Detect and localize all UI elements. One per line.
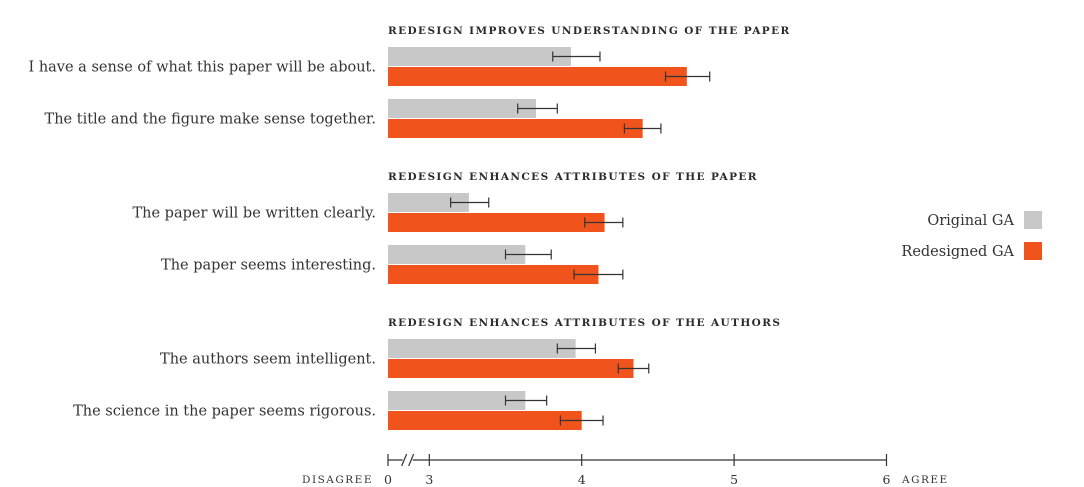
x-tick-label-4: 4 (578, 472, 586, 487)
category-label: The paper will be written clearly. (132, 206, 376, 222)
error-bar (517, 103, 558, 114)
error-bar (552, 51, 601, 62)
group-header-2: REDESIGN ENHANCES ATTRIBUTES OF THE PAPE… (388, 171, 758, 183)
legend-label-2: Redesigned GA (901, 244, 1014, 260)
axis-break-mark (401, 453, 415, 467)
bar-original (388, 99, 536, 118)
bars (388, 47, 687, 430)
bar-original (388, 245, 526, 264)
category-label: I have a sense of what this paper will b… (28, 60, 376, 76)
x-tick-label-5: 5 (730, 472, 738, 487)
category-label: The title and the figure make sense toge… (45, 112, 376, 128)
bar-redesigned (388, 213, 605, 232)
x-axis: 0 3 4 5 6 DISAGREE AGREE (302, 453, 949, 487)
category-label: The science in the paper seems rigorous. (73, 404, 376, 420)
x-tick-label-3: 3 (425, 472, 433, 487)
bar-original (388, 47, 572, 66)
agree-label: AGREE (901, 474, 949, 486)
error-bar (504, 395, 548, 406)
x-tick-label-0: 0 (384, 472, 392, 487)
error-bar (573, 269, 624, 280)
error-bars (450, 51, 711, 426)
category-label: The paper seems interesting. (161, 258, 376, 274)
bar-redesigned (388, 359, 634, 378)
legend: Original GA Redesigned GA (901, 211, 1042, 260)
error-bar (559, 415, 604, 426)
disagree-label: DISAGREE (302, 474, 373, 486)
error-bar (617, 363, 650, 374)
group-header-3: REDESIGN ENHANCES ATTRIBUTES OF THE AUTH… (388, 317, 781, 329)
x-tick-label-6: 6 (883, 472, 891, 487)
group-header-1: REDESIGN IMPROVES UNDERSTANDING OF THE P… (388, 25, 791, 37)
error-bar (584, 217, 624, 228)
legend-swatch-2 (1024, 242, 1042, 260)
category-labels: I have a sense of what this paper will b… (28, 60, 376, 420)
category-label: The authors seem intelligent. (160, 352, 376, 368)
bar-redesigned (388, 119, 643, 138)
bar-redesigned (388, 411, 582, 430)
bar-original (388, 193, 469, 212)
error-bar (664, 71, 711, 82)
bar-original (388, 339, 576, 358)
legend-label-1: Original GA (927, 213, 1014, 229)
group-headers: REDESIGN IMPROVES UNDERSTANDING OF THE P… (388, 25, 791, 329)
error-bar (556, 343, 597, 354)
error-bar (623, 123, 662, 134)
bar-redesigned (388, 265, 599, 284)
error-bar (504, 249, 552, 260)
error-bar (450, 197, 490, 208)
bar-original (388, 391, 526, 410)
legend-swatch-1 (1024, 211, 1042, 229)
bar-redesigned (388, 67, 687, 86)
